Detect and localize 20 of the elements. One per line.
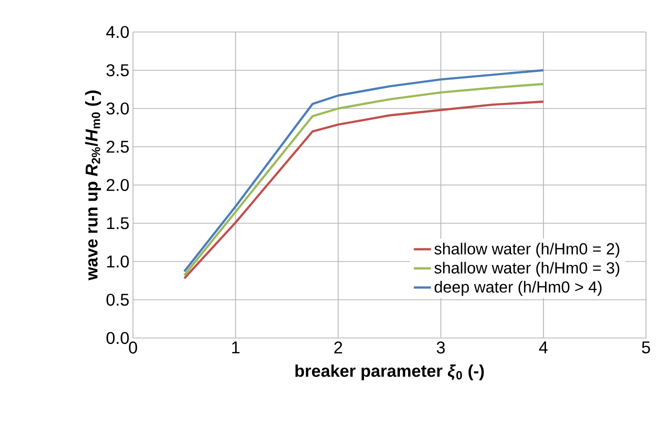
y-axis-title: wave run up R$_{2%}$/H$_{m0}$ (-): [85, 90, 101, 280]
y-tick-label: 3.0: [106, 102, 129, 115]
legend-label: deep water (h/Hm0 > 4): [434, 280, 602, 296]
x-tick-label: 4: [539, 342, 548, 354]
y-tick-label: 1.5: [107, 217, 129, 230]
x-tick-label: 0: [128, 342, 138, 354]
y-tick-label: 4.0: [106, 26, 129, 38]
y-tick-label: 1.0: [107, 255, 129, 268]
x-axis-title: breaker parameter ξ$_{0}$ (-): [295, 364, 484, 380]
y-tick-label: 0.5: [106, 294, 129, 306]
y-tick-label: 0.0: [106, 332, 129, 344]
x-tick-label: 5: [642, 342, 650, 354]
y-tick-label: 2.5: [106, 140, 129, 153]
legend-label: shallow water (h/Hm0 = 3): [434, 262, 620, 277]
x-tick-label: 3: [436, 342, 445, 354]
x-tick-label: 1: [232, 342, 240, 354]
y-tick-label: 2.0: [106, 178, 129, 192]
x-tick-label: 2: [334, 342, 342, 354]
y-tick-label: 3.5: [106, 64, 129, 76]
legend-label: shallow water (h/Hm0 = 2): [434, 242, 620, 258]
